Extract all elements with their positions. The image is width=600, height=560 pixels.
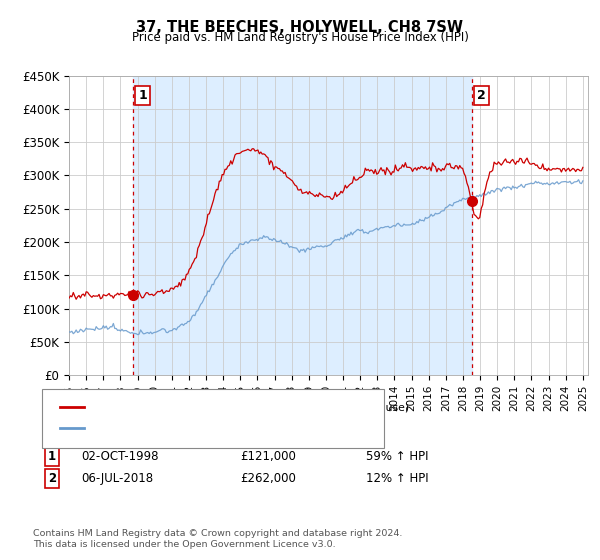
Text: £262,000: £262,000 xyxy=(240,472,296,486)
Text: Contains HM Land Registry data © Crown copyright and database right 2024.
This d: Contains HM Land Registry data © Crown c… xyxy=(33,529,403,549)
Text: 12% ↑ HPI: 12% ↑ HPI xyxy=(366,472,428,486)
Text: 06-JUL-2018: 06-JUL-2018 xyxy=(81,472,153,486)
Text: £121,000: £121,000 xyxy=(240,450,296,463)
Text: 37, THE BEECHES, HOLYWELL, CH8 7SW: 37, THE BEECHES, HOLYWELL, CH8 7SW xyxy=(137,20,464,35)
Text: 1: 1 xyxy=(139,89,147,102)
Text: Price paid vs. HM Land Registry's House Price Index (HPI): Price paid vs. HM Land Registry's House … xyxy=(131,31,469,44)
Text: HPI: Average price, detached house, Flintshire: HPI: Average price, detached house, Flin… xyxy=(90,423,343,433)
Bar xyxy=(133,76,472,375)
Text: 37, THE BEECHES, HOLYWELL, CH8 7SW (detached house): 37, THE BEECHES, HOLYWELL, CH8 7SW (deta… xyxy=(90,402,409,412)
Text: 02-OCT-1998: 02-OCT-1998 xyxy=(81,450,158,463)
Text: 59% ↑ HPI: 59% ↑ HPI xyxy=(366,450,428,463)
Text: 2: 2 xyxy=(476,89,485,102)
Text: 2: 2 xyxy=(48,472,56,486)
Text: 1: 1 xyxy=(48,450,56,463)
